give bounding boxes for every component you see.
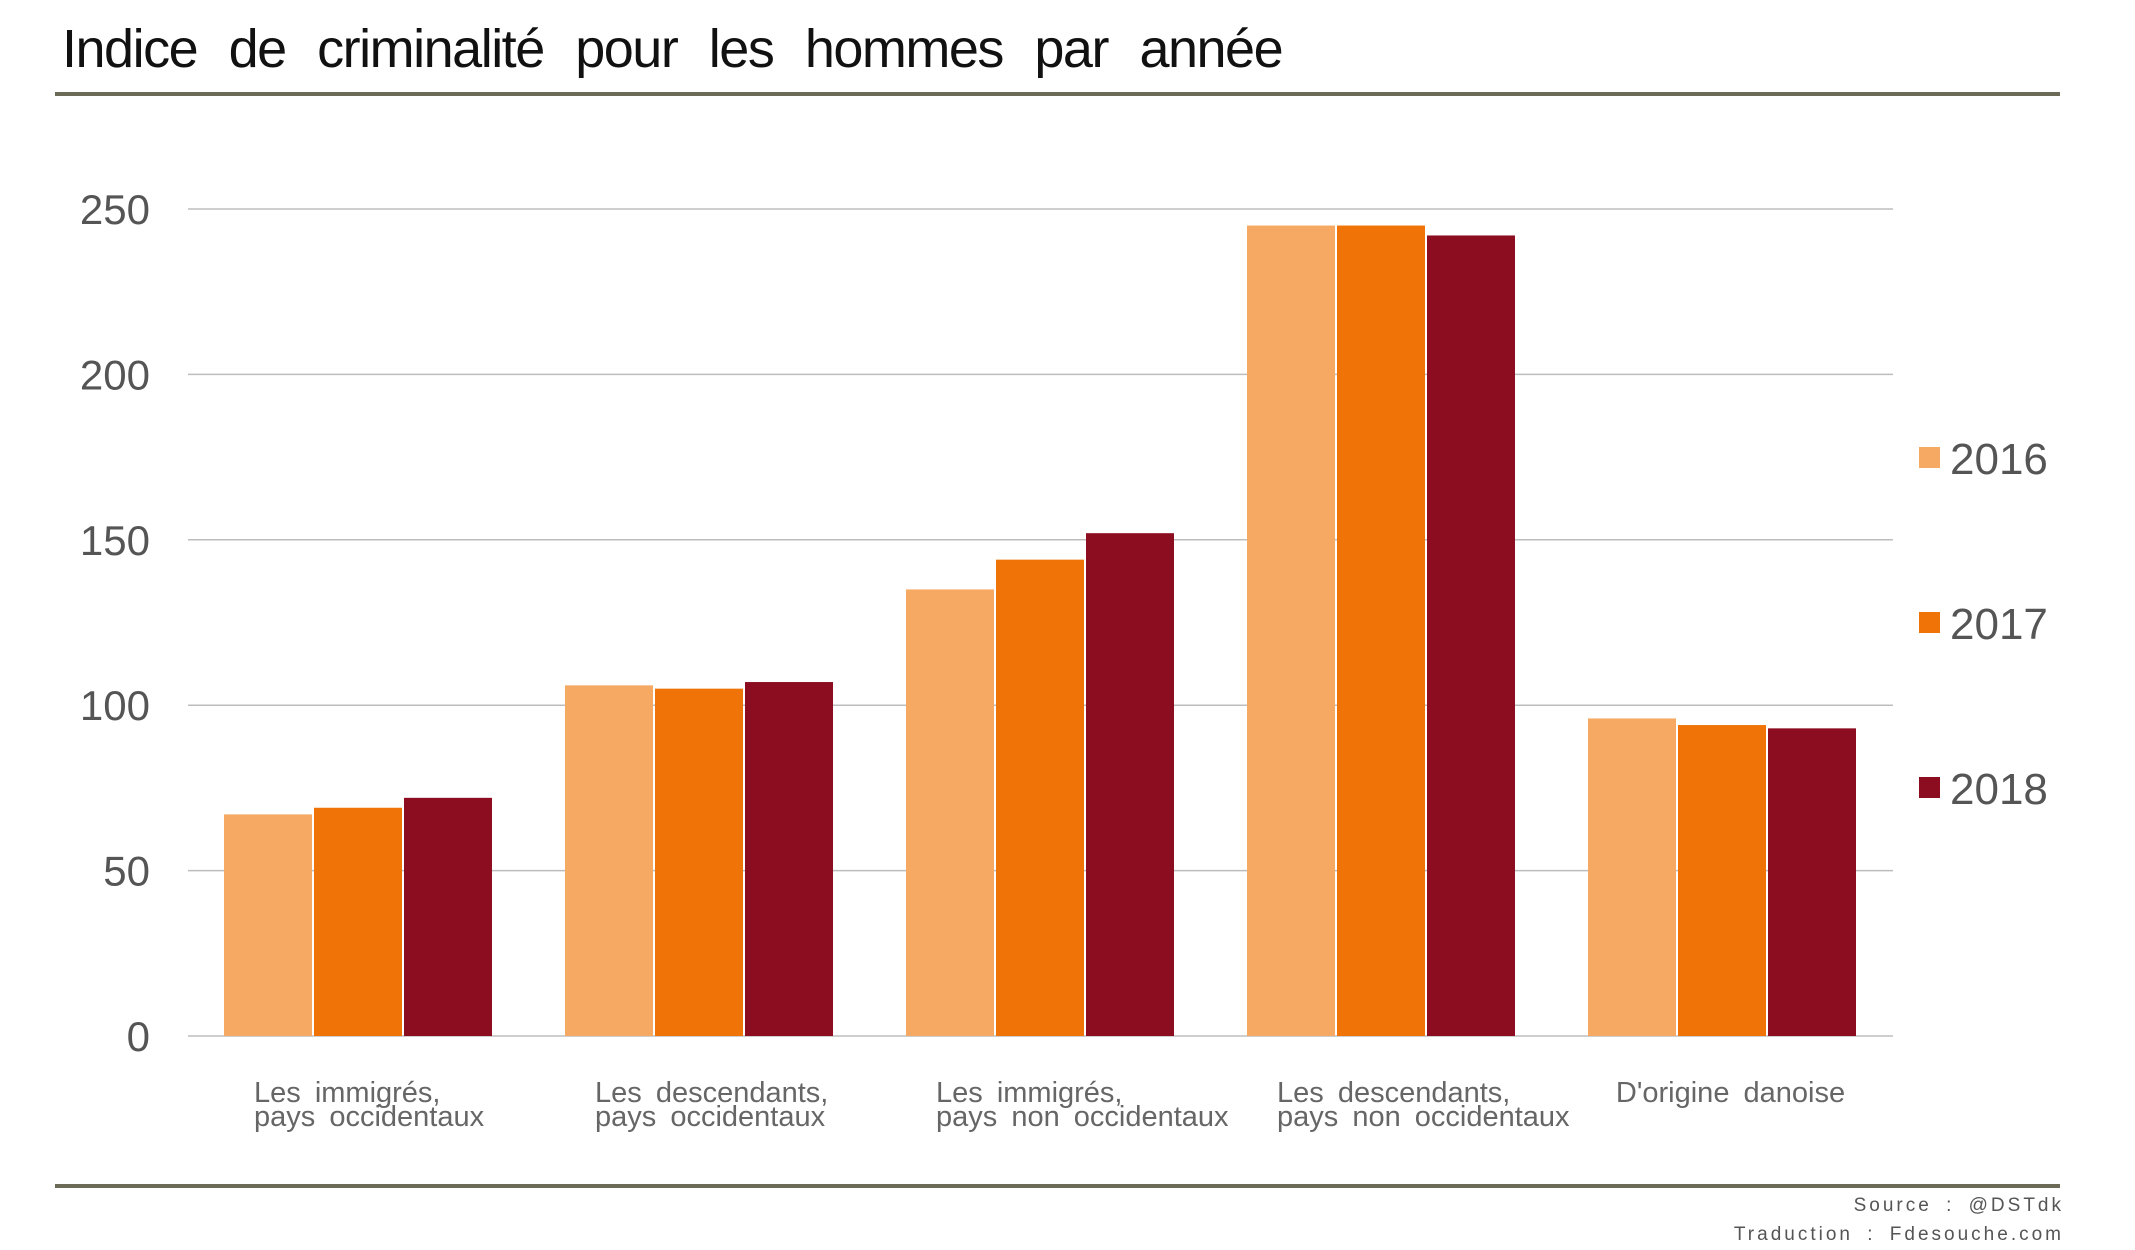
y-tick-label: 150 [80,517,150,564]
y-axis: 0 50 100 150 200 250 [80,186,150,1060]
y-tick-label: 200 [80,351,150,398]
bar-2018-5 [1768,728,1856,1036]
bars [224,225,1856,1037]
y-tick-label: 0 [127,1013,150,1060]
bar-2017-5 [1678,725,1766,1036]
bar-2016-3 [906,589,994,1036]
bar-2016-2 [565,685,653,1036]
translation-credit: Traduction : Fdesouche.com [1733,1224,2064,1245]
bar-2018-1 [404,797,492,1036]
legend-label-2017: 2017 [1950,600,2048,649]
bar-2018-2 [745,682,833,1036]
y-tick-label: 250 [80,186,150,233]
x-tick-label: Les descendants, pays non occidentaux [1277,1077,1570,1133]
legend: 2016 2017 2018 [1919,435,2048,814]
bar-2016-5 [1588,718,1676,1036]
source-credit: Source : @DSTdk [1853,1195,2064,1216]
bar-2018-4 [1427,235,1515,1037]
bar-2017-2 [655,688,743,1036]
bar-2018-3 [1086,533,1174,1036]
bar-2017-1 [314,807,402,1036]
legend-swatch-2017 [1919,612,1940,633]
footer-divider [55,1184,2060,1188]
legend-label-2016: 2016 [1950,435,2048,484]
bar-2016-1 [224,814,312,1036]
x-axis: Les immigrés, pays occidentaux Les descend… [254,1077,1845,1133]
x-tick-label: Les immigrés, pays non occidentaux [936,1077,1229,1133]
x-tick-label: D'origine danoise [1616,1077,1845,1109]
x-tick-label: Les descendants, pays occidentaux [595,1077,828,1133]
title-divider [55,92,2060,96]
legend-swatch-2016 [1919,447,1940,468]
y-tick-label: 50 [103,848,150,895]
bar-2017-3 [996,559,1084,1036]
x-tick-label: Les immigrés, pays occidentaux [254,1077,485,1133]
bar-2017-4 [1337,225,1425,1037]
chart-title: Indice de criminalité pour les hommes pa… [62,19,1284,79]
legend-label-2018: 2018 [1950,765,2048,814]
y-tick-label: 100 [80,682,150,729]
bar-2016-4 [1247,225,1335,1037]
legend-swatch-2018 [1919,777,1940,798]
